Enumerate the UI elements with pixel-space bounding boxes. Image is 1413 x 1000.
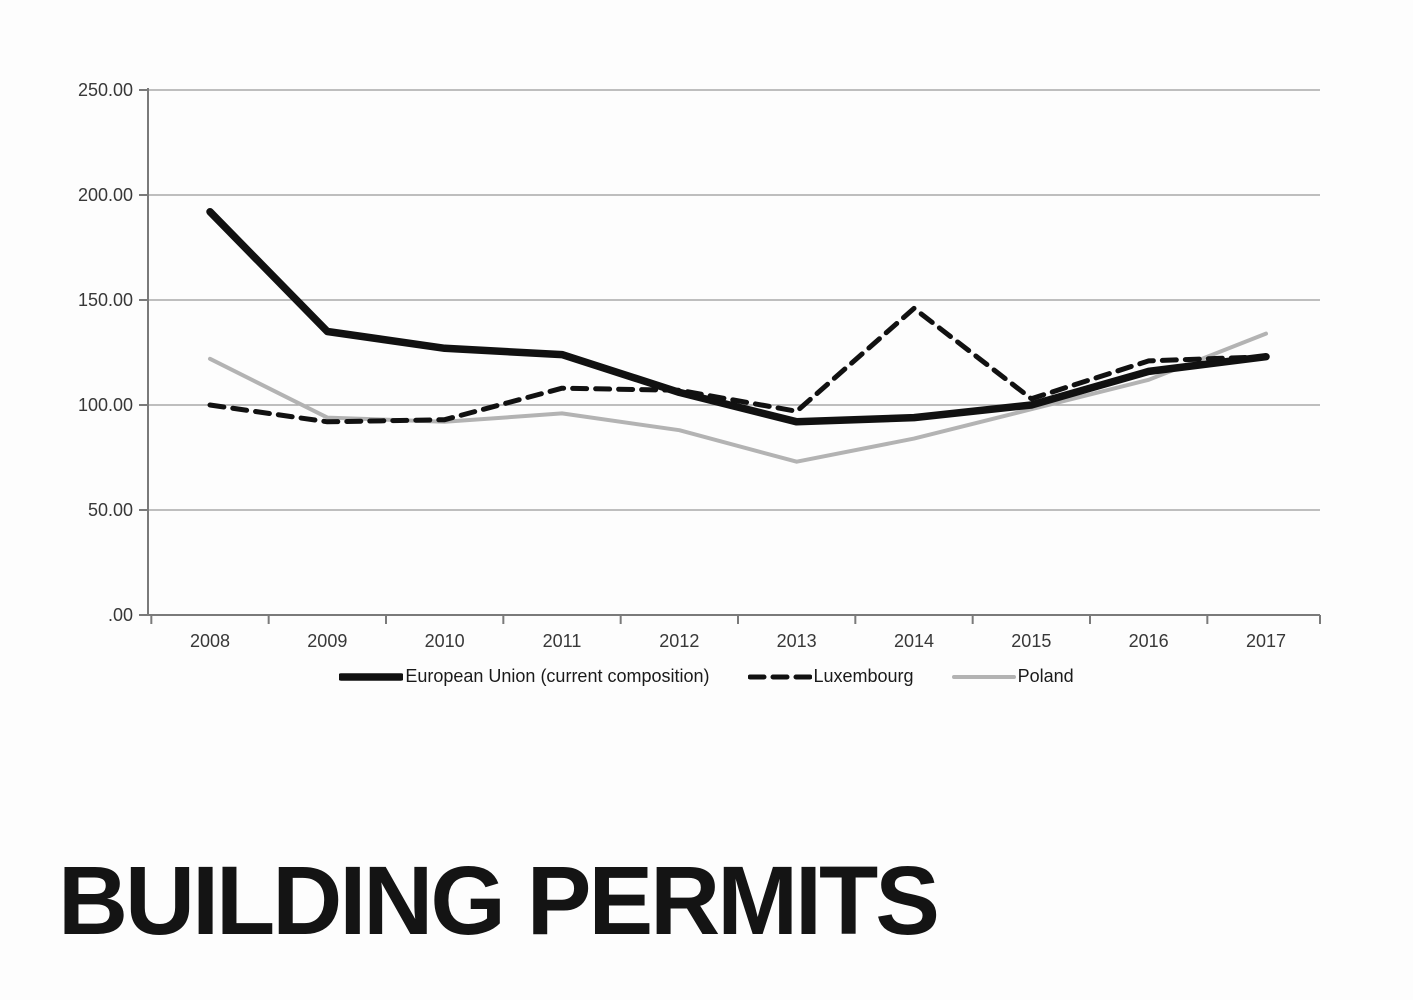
line-chart-canvas: 250.00 200.00 150.00 100.00 50.00 .00 2008 2009… [78, 80, 1321, 651]
series-line [206, 208, 1270, 426]
series-line [208, 331, 1268, 464]
x-tick-label: 2012 [659, 631, 699, 651]
x-tick-label: 2010 [425, 631, 465, 651]
y-tick-label: 150.00 [78, 290, 133, 310]
legend-line-swatch [951, 674, 1016, 679]
x-tick-label: 2017 [1246, 631, 1286, 651]
y-tick-label: 200.00 [78, 185, 133, 205]
x-tick-label: 2016 [1129, 631, 1169, 651]
x-tick-label: 2014 [894, 631, 934, 651]
y-tick-label: 100.00 [78, 395, 133, 415]
legend-label: Luxembourg [813, 666, 914, 686]
legend-label: Poland [1017, 666, 1074, 686]
chart-legend: European Union (current composition) Luxe… [0, 666, 1413, 687]
page-title: BUILDING PERMITS [58, 846, 940, 955]
series-line [207, 305, 1269, 425]
legend-line-swatch [747, 674, 812, 679]
y-tick-label: .00 [108, 605, 133, 625]
legend-line-swatch [339, 672, 404, 681]
building-permits-chart: 250.00 200.00 150.00 100.00 50.00 .00 2008 2009… [0, 80, 1413, 687]
y-tick-label: 250.00 [78, 80, 133, 100]
y-tick-label: 50.00 [88, 500, 133, 520]
x-tick-label: 2015 [1011, 631, 1051, 651]
x-tick-label: 2013 [777, 631, 817, 651]
legend-item: Poland [951, 666, 1074, 687]
legend-label: European Union (current composition) [405, 666, 710, 686]
legend-item: Luxembourg [747, 666, 914, 687]
x-tick-label: 2008 [190, 631, 230, 651]
x-tick-label: 2011 [543, 631, 582, 651]
x-tick-label: 2009 [307, 631, 347, 651]
legend-item: European Union (current composition) [339, 666, 710, 687]
